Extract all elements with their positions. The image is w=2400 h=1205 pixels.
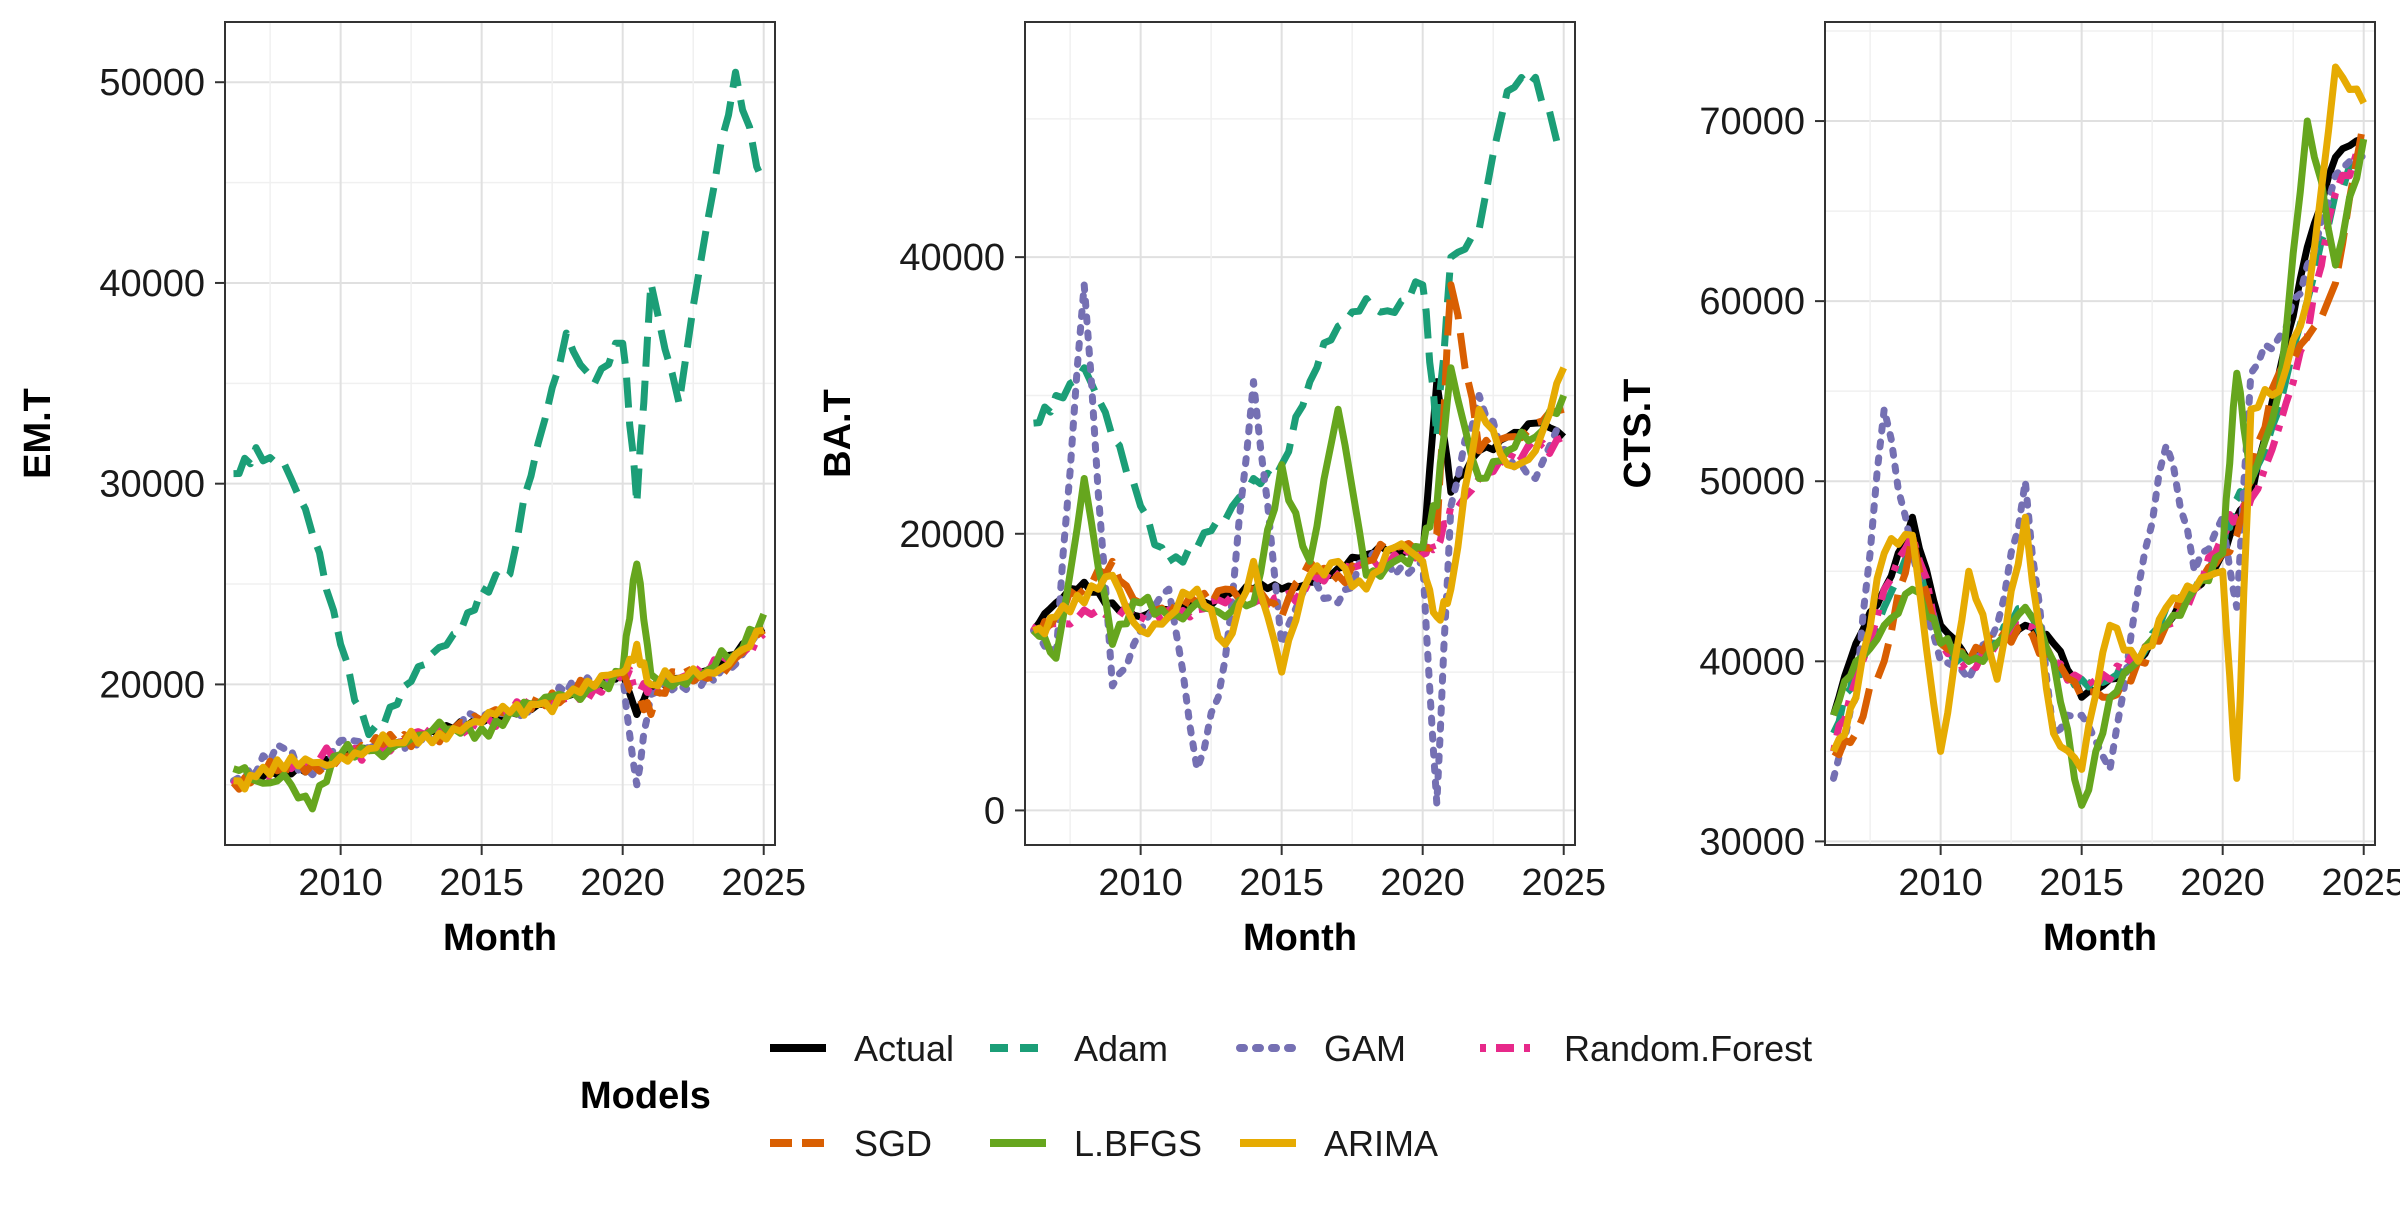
panel-cts-t: 2010 2015 2020 2025 30000 40000 50000 60000 700… [1617, 21, 2400, 959]
legend-items: Actual Adam GAM Random.Forest SGD L.BFGS ARIMA [770, 1028, 1812, 1164]
panel-ba-t-y-axis-label: BA.T [817, 389, 859, 478]
panel-em-t: 2010 2015 2020 2025 20000 30000 40000 50000 Mo… [17, 21, 806, 959]
panel-ba-t-x-ticks: 2010 2015 2020 2025 [1098, 845, 1606, 904]
panel-cts-t-series [1830, 63, 2368, 809]
ba-t-x-tick-label-2010: 2010 [1098, 862, 1183, 904]
cts-t-x-tick-label-2025: 2025 [2321, 862, 2400, 904]
cts-t-y-tick-label-40000: 40000 [1699, 641, 1805, 683]
panel-em-t-x-axis-label: Month [443, 917, 557, 959]
panel-em-t-frame [224, 21, 776, 846]
ba-t-x-tick-label-2020: 2020 [1380, 862, 1465, 904]
cts-t-y-tick-label-50000: 50000 [1699, 461, 1805, 503]
em-t-x-tick-label-2010: 2010 [298, 862, 383, 904]
legend-label-actual: Actual [854, 1028, 954, 1069]
em-t-series-adam [233, 68, 767, 739]
legend-label-adam: Adam [1074, 1028, 1168, 1069]
panel-cts-t-x-axis-label: Month [2043, 917, 2157, 959]
cts-t-series-l-bfgs [1830, 117, 2368, 809]
em-t-y-tick-label-20000: 20000 [99, 664, 205, 706]
panel-ba-t-series [1030, 73, 1568, 807]
legend-label-l-bfgs: L.BFGS [1074, 1123, 1202, 1164]
em-t-series-arima [233, 626, 765, 793]
panel-em-t-series [230, 68, 768, 813]
panel-cts-t-y-ticks: 30000 40000 50000 60000 70000 [1699, 101, 1825, 863]
panel-ba-t-x-axis-label: Month [1243, 917, 1357, 959]
ba-t-series-arima [1032, 366, 1567, 676]
legend-label-sgd: SGD [854, 1123, 932, 1164]
em-t-x-tick-label-2025: 2025 [721, 862, 806, 904]
ba-t-x-tick-label-2025: 2025 [1521, 862, 1606, 904]
ba-t-y-tick-label-20000: 20000 [899, 514, 1005, 556]
em-t-y-tick-label-50000: 50000 [99, 62, 205, 104]
ba-t-y-tick-label-40000: 40000 [899, 237, 1005, 279]
cts-t-x-tick-label-2015: 2015 [2039, 862, 2124, 904]
panel-em-t-y-axis-label: EM.T [17, 388, 59, 479]
panel-ba-t-y-ticks: 0 20000 40000 [899, 237, 1025, 832]
legend-label-random-forest: Random.Forest [1564, 1028, 1812, 1069]
em-t-y-tick-label-40000: 40000 [99, 263, 205, 305]
ba-t-x-tick-label-2015: 2015 [1239, 862, 1324, 904]
em-t-x-tick-label-2015: 2015 [439, 862, 524, 904]
em-t-y-tick-label-30000: 30000 [99, 464, 205, 506]
ba-t-series-gam [1030, 281, 1568, 807]
legend: Models Actual Adam GAM Random.Forest SGD L.BF… [580, 1028, 1812, 1164]
legend-label-arima: ARIMA [1324, 1123, 1438, 1164]
ba-t-series-random-forest [1030, 433, 1566, 635]
cts-t-y-tick-label-30000: 30000 [1699, 821, 1805, 863]
panel-cts-t-grid [1825, 22, 2375, 845]
cts-t-y-tick-label-60000: 60000 [1699, 281, 1805, 323]
cts-t-y-tick-label-70000: 70000 [1699, 101, 1805, 143]
panel-cts-t-x-ticks: 2010 2015 2020 2025 [1898, 845, 2400, 904]
cts-t-x-tick-label-2020: 2020 [2180, 862, 2265, 904]
panel-em-t-y-ticks: 20000 30000 40000 50000 [99, 62, 225, 706]
cts-t-series-actual [1830, 135, 2365, 717]
panel-ba-t-frame [1024, 21, 1576, 846]
ba-t-y-tick-label-0: 0 [984, 790, 1005, 832]
ba-t-series-adam [1033, 73, 1566, 566]
cts-t-x-tick-label-2010: 2010 [1898, 862, 1983, 904]
panel-cts-t-frame [1824, 21, 2376, 846]
legend-title: Models [580, 1075, 711, 1117]
panel-ba-t: 2010 2015 2020 2025 0 20000 40000 Month BA.T [817, 21, 1606, 959]
panel-cts-t-y-axis-label: CTS.T [1617, 379, 1659, 489]
legend-label-gam: GAM [1324, 1028, 1406, 1069]
cts-t-series-adam [1830, 138, 2368, 735]
em-t-x-tick-label-2020: 2020 [580, 862, 665, 904]
cts-t-series-arima [1830, 63, 2367, 782]
panel-em-t-x-ticks: 2010 2015 2020 2025 [298, 845, 806, 904]
